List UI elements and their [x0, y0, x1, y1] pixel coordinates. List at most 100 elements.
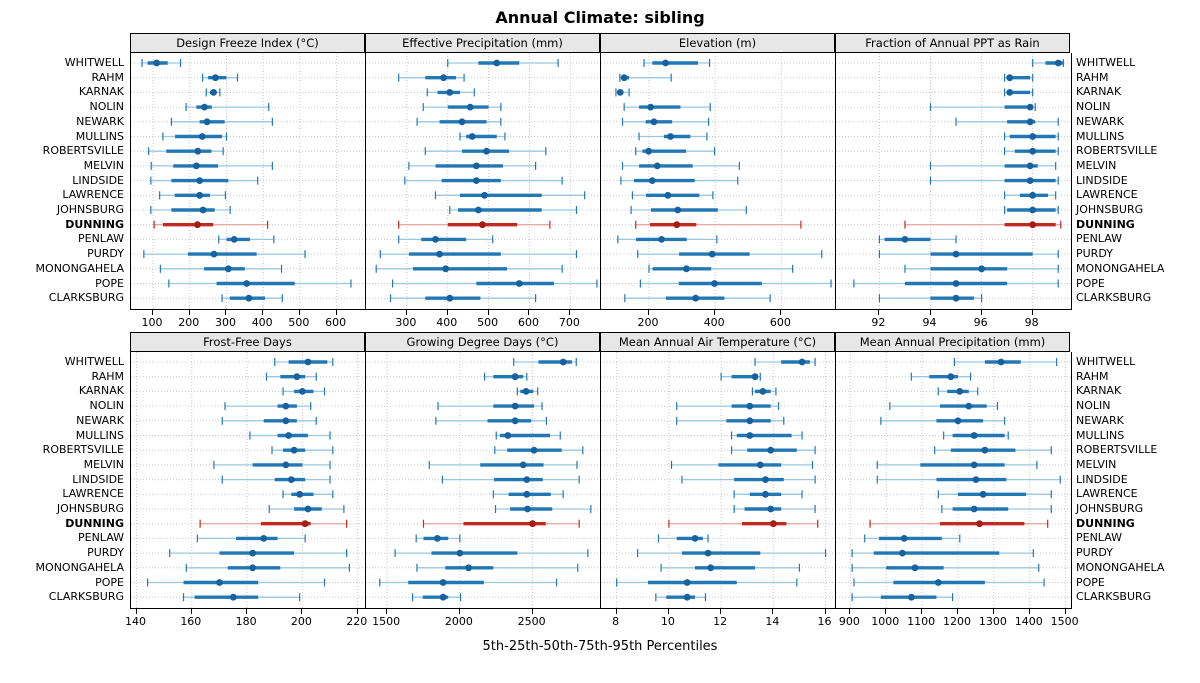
site-label: MELVIN: [1076, 158, 1117, 172]
percentile-row: [668, 519, 819, 528]
x-axis-tick: [190, 609, 192, 614]
percentile-row: [643, 59, 711, 67]
x-axis: 8 10 12 14 16: [600, 609, 835, 631]
x-axis-tick-label: 1000: [871, 615, 900, 628]
panel: Growing Degree Days (°C) 1500 2000 2500: [365, 332, 602, 631]
percentile-row: [851, 549, 1034, 558]
percentile-row: [620, 176, 739, 185]
median-dot: [1006, 74, 1014, 82]
percentile-row: [141, 59, 182, 67]
percentile-row: [754, 358, 816, 366]
median-dot: [440, 74, 448, 82]
median-dot: [756, 461, 764, 469]
percentile-row: [670, 460, 814, 469]
median-dot: [976, 520, 983, 528]
percentile-row: [422, 103, 502, 112]
percentile-row: [878, 250, 1059, 259]
percentile-row: [415, 534, 461, 543]
x-axis: 200 400 600: [600, 310, 835, 332]
site-label: CLARKSBURG: [48, 291, 124, 305]
percentile-row: [639, 279, 832, 288]
percentile-row: [621, 117, 710, 126]
median-dot: [285, 432, 292, 439]
x-axis-tick-label: 200: [637, 316, 659, 329]
percentile-row: [904, 264, 1059, 273]
site-label: RAHM: [1076, 70, 1109, 84]
median-dot: [707, 564, 715, 572]
percentile-row: [853, 578, 1045, 587]
site-label: PENLAW: [1076, 232, 1122, 246]
x-axis-tick-label: 300: [214, 316, 236, 329]
percentile-row: [379, 578, 558, 587]
x-axis-tick-label: 96: [973, 316, 988, 329]
x-axis-tick: [956, 609, 958, 614]
percentile-row: [1032, 59, 1064, 67]
site-label: NEWARK: [1076, 413, 1124, 427]
site-label: DUNNING: [65, 516, 124, 530]
median-dot: [645, 147, 653, 155]
percentile-row: [492, 490, 564, 499]
site-label: ROBERTSVILLE: [1076, 144, 1158, 158]
site-label: NOLIN: [89, 399, 125, 413]
site-label: JOHNSBURG: [1076, 502, 1144, 515]
percentile-row: [449, 206, 578, 214]
median-dot: [466, 103, 474, 111]
x-axis-tick: [487, 310, 489, 315]
median-dot: [674, 206, 682, 214]
x-axis-tick-label: 8: [612, 615, 620, 628]
panel: Mean Annual Air Temperature (°C) 8 10 12 14 1…: [600, 332, 837, 631]
x-axis-tick: [246, 609, 248, 614]
percentile-row: [676, 402, 780, 411]
median-dot: [981, 446, 989, 454]
median-dot: [511, 373, 519, 381]
x-axis-tick-label: 200: [178, 316, 200, 329]
median-dot: [245, 294, 253, 302]
median-dot: [970, 461, 978, 469]
site-label: PURDY: [1076, 546, 1113, 560]
percentile-row: [391, 279, 598, 288]
median-dot: [530, 446, 538, 454]
median-dot: [746, 417, 754, 425]
x-axis-tick: [262, 310, 264, 315]
site-label: CLARKSBURG: [48, 590, 124, 604]
median-dot: [472, 177, 480, 184]
panel: Mean Annual Precipitation (mm) 900 1000 110…: [835, 332, 1079, 631]
site-label: NOLIN: [1076, 399, 1111, 413]
median-dot: [301, 520, 309, 528]
percentile-row: [434, 191, 586, 200]
x-axis-tick: [1028, 609, 1030, 614]
x-axis-tick-label: 2000: [444, 615, 473, 628]
x-axis-tick-label: 500: [288, 316, 310, 329]
panel-strip-title: Growing Degree Days (°C): [365, 332, 600, 352]
median-dot: [648, 177, 656, 184]
x-axis-tick-label: 180: [235, 615, 257, 628]
x-axis-tick-label: 2500: [517, 615, 546, 628]
site-label: JOHNSBURG: [56, 203, 124, 216]
percentile-row: [624, 294, 771, 303]
median-dot: [1029, 147, 1037, 155]
median-dot: [442, 265, 450, 273]
median-dot: [282, 417, 290, 425]
percentile-row: [730, 431, 803, 440]
site-label: PURDY: [1076, 247, 1113, 261]
strip-spacer: [1070, 332, 1175, 352]
median-dot: [515, 280, 523, 287]
site-labels-left-wrap: WHITWELL RAHM KARNAK NOLIN NEWARK MULLINS ROBE…: [25, 33, 130, 309]
median-dot: [616, 89, 624, 96]
x-axis-tick-label: 100: [141, 316, 163, 329]
median-dot: [511, 417, 519, 425]
site-label: LINDSIDE: [1076, 472, 1128, 486]
percentile-row: [282, 490, 334, 499]
x-axis-tick: [298, 310, 300, 315]
median-dot: [947, 373, 955, 381]
site-label: NOLIN: [1076, 100, 1111, 114]
median-dot: [296, 490, 304, 498]
site-label: LAWRENCE: [1076, 188, 1138, 202]
median-dot: [952, 280, 960, 287]
x-axis-tick-label: 400: [251, 316, 273, 329]
median-dot: [432, 236, 439, 243]
median-dot: [299, 388, 306, 395]
median-dot: [559, 358, 567, 366]
median-dot: [901, 236, 909, 243]
median-dot: [203, 118, 211, 126]
